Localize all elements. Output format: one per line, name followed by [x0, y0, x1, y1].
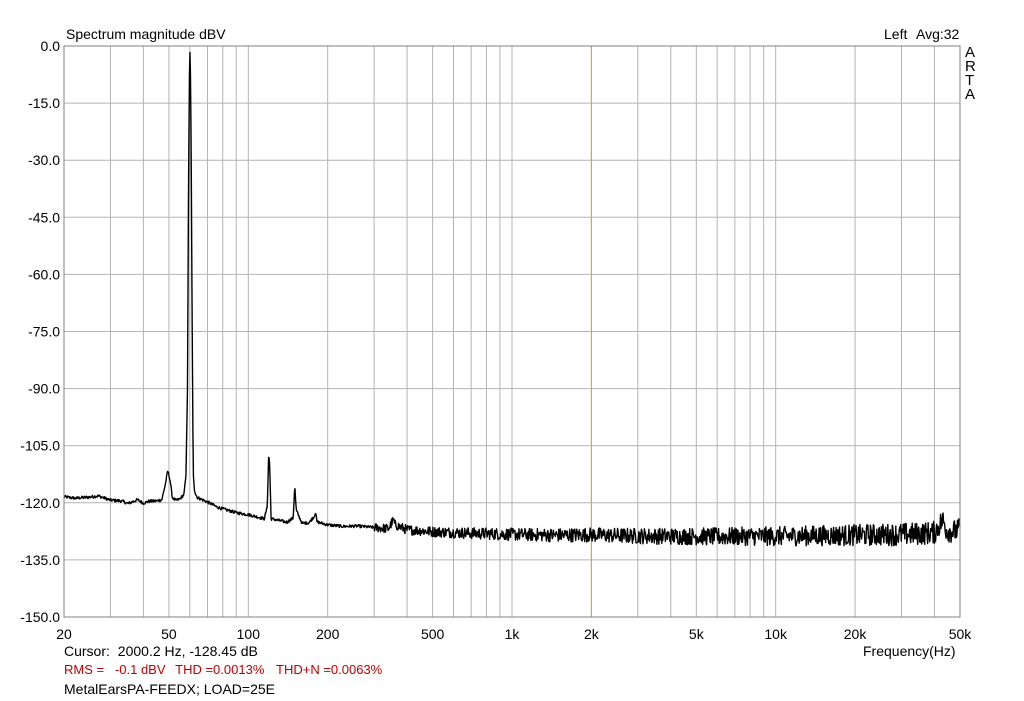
arta-letter: R — [965, 58, 976, 75]
x-tick-label: 20 — [56, 626, 72, 642]
x-tick-label: 5k — [689, 626, 705, 642]
y-axis-ticks: 0.0 -15.0 -30.0 -45.0 -60.0 -75.0 -90.0 -105.0 -… — [20, 38, 60, 625]
thdn-value: THD+N =0.0063% — [276, 662, 383, 677]
chart-title: Spectrum magnitude dBV — [66, 26, 226, 42]
x-tick-label: 20k — [844, 626, 868, 642]
x-axis-ticks: 20 50 100 200 500 1k 2k 5k 10k 20k 50k — [56, 626, 972, 642]
y-tick-label: -105.0 — [20, 438, 60, 454]
y-tick-label: -90.0 — [28, 381, 60, 397]
rms-value: RMS = -0.1 dBV — [64, 662, 166, 677]
cursor-readout: Cursor: 2000.2 Hz, -128.45 dB — [64, 643, 258, 659]
x-tick-label: 50 — [161, 626, 177, 642]
spectrum-trace — [63, 51, 961, 547]
y-tick-label: -75.0 — [28, 324, 60, 340]
y-tick-label: -60.0 — [28, 266, 60, 282]
y-tick-label: -150.0 — [20, 609, 60, 625]
cursor-value: 2000.2 Hz, -128.45 dB — [117, 643, 258, 659]
y-tick-label: -30.0 — [28, 152, 60, 168]
x-axis-label: Frequency(Hz) — [863, 643, 956, 659]
arta-letter: A — [965, 86, 976, 103]
averaging-label: Avg:32 — [916, 26, 960, 42]
y-tick-label: -45.0 — [28, 209, 60, 225]
x-tick-label: 50k — [949, 626, 973, 642]
y-tick-label: -15.0 — [28, 95, 60, 111]
arta-logo: A R T A — [965, 44, 976, 103]
thd-value: THD =0.0013% — [175, 662, 265, 677]
arta-letter: T — [965, 72, 975, 89]
x-tick-label: 2k — [584, 626, 600, 642]
x-tick-label: 200 — [316, 626, 340, 642]
channel-label: Left — [884, 26, 908, 42]
x-tick-label: 100 — [237, 626, 261, 642]
cursor-label: Cursor: — [64, 643, 110, 659]
grid-lines — [64, 45, 960, 618]
plot-frame — [63, 45, 961, 618]
measurement-note: MetalEarsPA-FEEDX; LOAD=25E — [64, 681, 275, 697]
y-tick-label: -120.0 — [20, 495, 60, 511]
arta-letter: A — [965, 44, 976, 61]
y-tick-label: 0.0 — [41, 38, 61, 54]
x-tick-label: 10k — [764, 626, 788, 642]
y-tick-label: -135.0 — [20, 552, 60, 568]
x-tick-label: 500 — [421, 626, 445, 642]
x-tick-label: 1k — [505, 626, 521, 642]
measurement-stats: RMS = -0.1 dBV THD =0.0013% THD+N =0.006… — [64, 662, 382, 677]
